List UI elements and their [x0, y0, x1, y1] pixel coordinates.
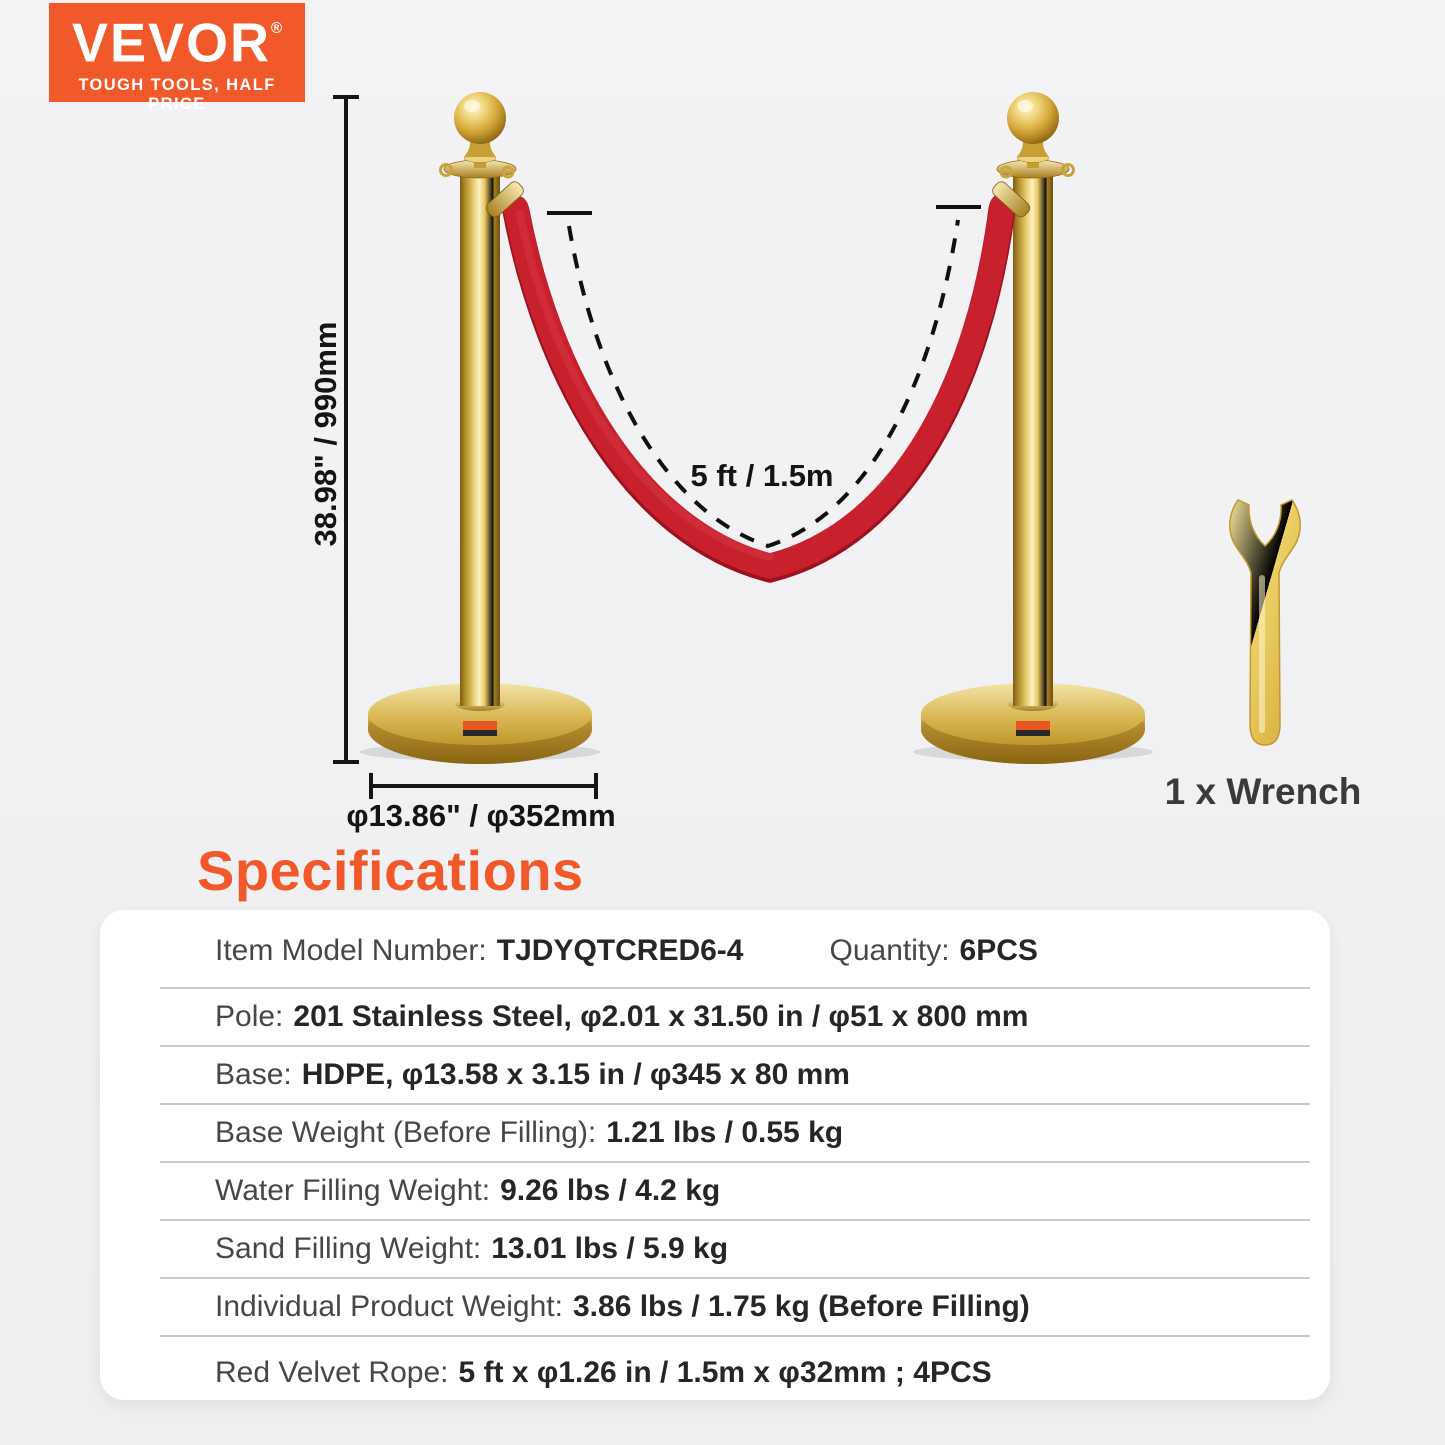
- registered-mark: ®: [271, 19, 283, 37]
- brand-tagline: TOUGH TOOLS, HALF PRICE: [78, 76, 276, 113]
- rope-hook-right: [992, 181, 1031, 218]
- spec-label: Item Model Number:: [215, 933, 487, 967]
- spec-row-base-weight: Base Weight (Before Filling): 1.21 lbs /…: [160, 1105, 1310, 1163]
- spec-value: HDPE, φ13.58 x 3.15 in / φ345 x 80 mm: [301, 1058, 850, 1091]
- spec-label: Sand Filling Weight:: [215, 1232, 482, 1265]
- rope-clip-right: [999, 165, 1013, 179]
- spec-value-quantity: 6PCS: [959, 933, 1038, 967]
- spec-value: 5 ft x φ1.26 in / 1.5m x φ32mm ; 4PCS: [458, 1356, 992, 1389]
- spec-label: Base Weight (Before Filling):: [215, 1116, 597, 1149]
- vevor-logo: VEVOR® TOUGH TOOLS, HALF PRICE: [49, 3, 305, 113]
- base-diameter-label: φ13.86" / φ352mm: [346, 798, 616, 833]
- spec-row-base: Base: HDPE, φ13.58 x 3.15 in / φ345 x 80…: [160, 1047, 1310, 1105]
- spec-label-quantity: Quantity:: [829, 933, 950, 967]
- spec-label: Pole:: [215, 1000, 284, 1033]
- spec-row-red-velvet-rope: Red Velvet Rope: 5 ft x φ1.26 in / 1.5m …: [160, 1337, 1310, 1409]
- spec-value: 9.26 lbs / 4.2 kg: [500, 1174, 721, 1207]
- spec-label: Water Filling Weight:: [215, 1174, 491, 1207]
- stanchion-post-right: [912, 91, 1154, 765]
- rope-hook-left: [485, 181, 524, 218]
- height-dimension-line: [333, 95, 359, 764]
- product-illustration: [333, 91, 1301, 799]
- spec-label: Base:: [215, 1058, 292, 1091]
- spec-value: 13.01 lbs / 5.9 kg: [491, 1232, 729, 1265]
- spec-row-sand-filling-weight: Sand Filling Weight: 13.01 lbs / 5.9 kg: [160, 1221, 1310, 1279]
- spec-value: 3.86 lbs / 1.75 kg (Before Filling): [572, 1290, 1030, 1323]
- specifications-table: Item Model Number: TJDYQTCRED6-4 Quantit…: [100, 910, 1330, 1409]
- spec-value: 201 Stainless Steel, φ2.01 x 31.50 in / …: [293, 1000, 1029, 1033]
- spec-value: TJDYQTCRED6-4: [496, 933, 744, 967]
- brand-name: VEVOR®: [71, 12, 283, 74]
- spec-label: Red Velvet Rope:: [215, 1356, 449, 1389]
- rope-length-label: 5 ft / 1.5m: [690, 458, 834, 493]
- spec-value: 1.21 lbs / 0.55 kg: [606, 1116, 844, 1149]
- wrench-quantity-label: 1 x Wrench: [1164, 771, 1362, 812]
- spec-row-model-number: Item Model Number: TJDYQTCRED6-4 Quantit…: [160, 910, 1310, 989]
- spec-row-water-filling-weight: Water Filling Weight: 9.26 lbs / 4.2 kg: [160, 1163, 1310, 1221]
- wrench-icon: [1229, 499, 1301, 746]
- specifications-heading: Specifications: [197, 839, 584, 902]
- spec-row-individual-product-weight: Individual Product Weight: 3.86 lbs / 1.…: [160, 1279, 1310, 1337]
- stanchion-post-left: [359, 91, 601, 765]
- spec-row-pole: Pole: 201 Stainless Steel, φ2.01 x 31.50…: [160, 989, 1310, 1047]
- spec-label: Individual Product Weight:: [215, 1290, 563, 1323]
- rope-length-dashed-line: [547, 205, 981, 549]
- velvet-rope: [502, 193, 1016, 583]
- diameter-dimension-line: [369, 773, 598, 799]
- height-dimension-label: 38.98" / 990mm: [308, 321, 343, 547]
- rope-clip-left: [501, 165, 515, 179]
- specifications-panel: Item Model Number: TJDYQTCRED6-4 Quantit…: [100, 910, 1330, 1400]
